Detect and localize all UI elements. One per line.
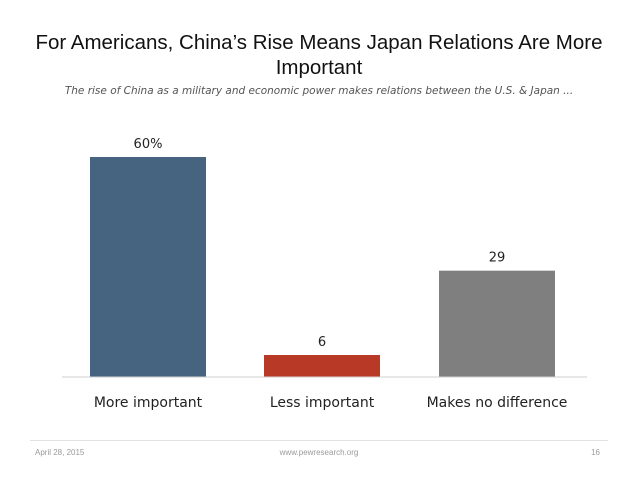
category-label: More important: [94, 395, 203, 411]
category-label: Makes no difference: [427, 395, 568, 411]
data-label: 6: [318, 335, 326, 350]
data-label: 29: [489, 251, 506, 266]
footer-divider: [30, 440, 608, 441]
chart-subtitle: The rise of China as a military and econ…: [64, 85, 574, 97]
page-number: 16: [591, 448, 600, 457]
bar-makes-no-difference: [439, 270, 555, 377]
footer-url[interactable]: www.pewresearch.org: [279, 448, 359, 457]
bar-less-important: [264, 355, 380, 377]
category-label: Less important: [270, 395, 375, 411]
bar-more-important: [90, 157, 206, 377]
data-label: 60%: [134, 137, 163, 152]
chart-title: For Americans, China’s Rise Means Japan …: [35, 31, 603, 79]
footer-date: April 28, 2015: [35, 448, 85, 457]
